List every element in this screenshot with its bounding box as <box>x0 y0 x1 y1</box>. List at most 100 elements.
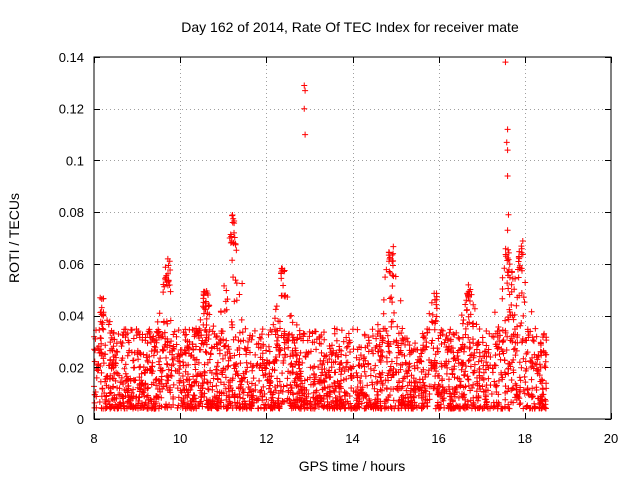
data-point <box>197 372 204 379</box>
data-point <box>239 395 246 402</box>
data-point <box>222 298 229 305</box>
data-point <box>265 401 272 408</box>
data-point <box>297 368 304 375</box>
data-point <box>373 380 380 387</box>
data-point <box>252 386 259 393</box>
data-point <box>119 395 126 402</box>
data-point <box>203 315 210 322</box>
data-point <box>398 340 405 347</box>
data-point <box>420 342 427 349</box>
data-point <box>315 401 322 408</box>
data-point <box>229 257 236 264</box>
data-point <box>113 348 120 355</box>
data-point <box>169 347 176 354</box>
data-point <box>287 389 294 396</box>
data-point <box>242 346 249 353</box>
data-point <box>496 337 503 344</box>
data-point <box>257 389 264 396</box>
data-point <box>134 329 141 336</box>
data-point <box>192 366 199 373</box>
data-point <box>462 383 469 390</box>
data-point <box>97 318 104 325</box>
data-point <box>470 381 477 388</box>
data-point <box>155 405 162 412</box>
data-point <box>361 392 368 399</box>
data-point <box>445 402 452 409</box>
data-point <box>383 404 390 411</box>
data-point <box>374 321 381 328</box>
data-point <box>316 377 323 383</box>
data-point <box>102 351 109 358</box>
data-point <box>222 352 229 359</box>
data-point <box>486 330 493 337</box>
data-point <box>411 379 418 386</box>
data-point <box>214 359 221 366</box>
data-point <box>465 357 472 364</box>
data-point <box>210 323 217 330</box>
data-point <box>119 355 126 362</box>
tick-marks <box>94 57 612 420</box>
data-point <box>289 363 296 370</box>
data-point <box>221 343 228 350</box>
data-point <box>231 365 238 372</box>
data-point <box>516 359 523 366</box>
data-point <box>249 364 256 371</box>
data-point <box>404 401 411 408</box>
data-point <box>481 389 488 396</box>
data-point <box>417 357 424 364</box>
data-point <box>195 371 202 378</box>
data-point <box>144 331 151 338</box>
data-point <box>275 395 282 402</box>
data-point <box>293 370 300 377</box>
data-point <box>186 404 193 411</box>
data-point <box>390 243 397 250</box>
data-point <box>521 373 528 380</box>
data-point <box>289 319 296 326</box>
data-point <box>124 399 131 406</box>
data-point <box>312 389 319 396</box>
data-point <box>517 400 524 407</box>
data-point <box>450 389 457 396</box>
data-point <box>257 335 264 342</box>
data-point <box>244 392 251 399</box>
data-point <box>225 379 232 386</box>
data-point <box>273 337 280 344</box>
data-point <box>261 405 268 412</box>
data-point <box>476 382 483 389</box>
data-point <box>377 357 384 364</box>
data-point <box>268 395 275 402</box>
data-point <box>351 404 358 411</box>
data-point <box>170 381 177 388</box>
data-point <box>285 337 292 344</box>
data-point <box>337 371 344 378</box>
data-point <box>238 381 245 388</box>
data-point <box>216 389 223 396</box>
data-point <box>318 349 325 356</box>
data-point <box>185 361 192 368</box>
data-point <box>294 390 301 397</box>
data-point <box>322 385 329 392</box>
data-point <box>365 361 372 368</box>
data-point <box>470 399 477 406</box>
data-point <box>449 371 456 378</box>
data-point <box>270 399 277 406</box>
data-point <box>141 402 148 409</box>
data-point <box>180 403 187 410</box>
data-point <box>145 397 152 404</box>
data-point <box>374 348 381 355</box>
data-point <box>281 398 288 405</box>
data-point <box>116 372 123 379</box>
data-point <box>464 373 471 380</box>
data-point <box>460 359 467 366</box>
data-point <box>318 372 325 379</box>
data-point <box>364 382 371 389</box>
data-point <box>482 393 489 400</box>
data-point <box>363 399 370 406</box>
data-point <box>121 405 128 412</box>
data-point <box>110 383 117 390</box>
data-point <box>419 330 426 337</box>
data-point <box>495 391 502 398</box>
data-point <box>539 391 546 398</box>
data-point <box>281 328 288 335</box>
data-point <box>213 394 220 401</box>
